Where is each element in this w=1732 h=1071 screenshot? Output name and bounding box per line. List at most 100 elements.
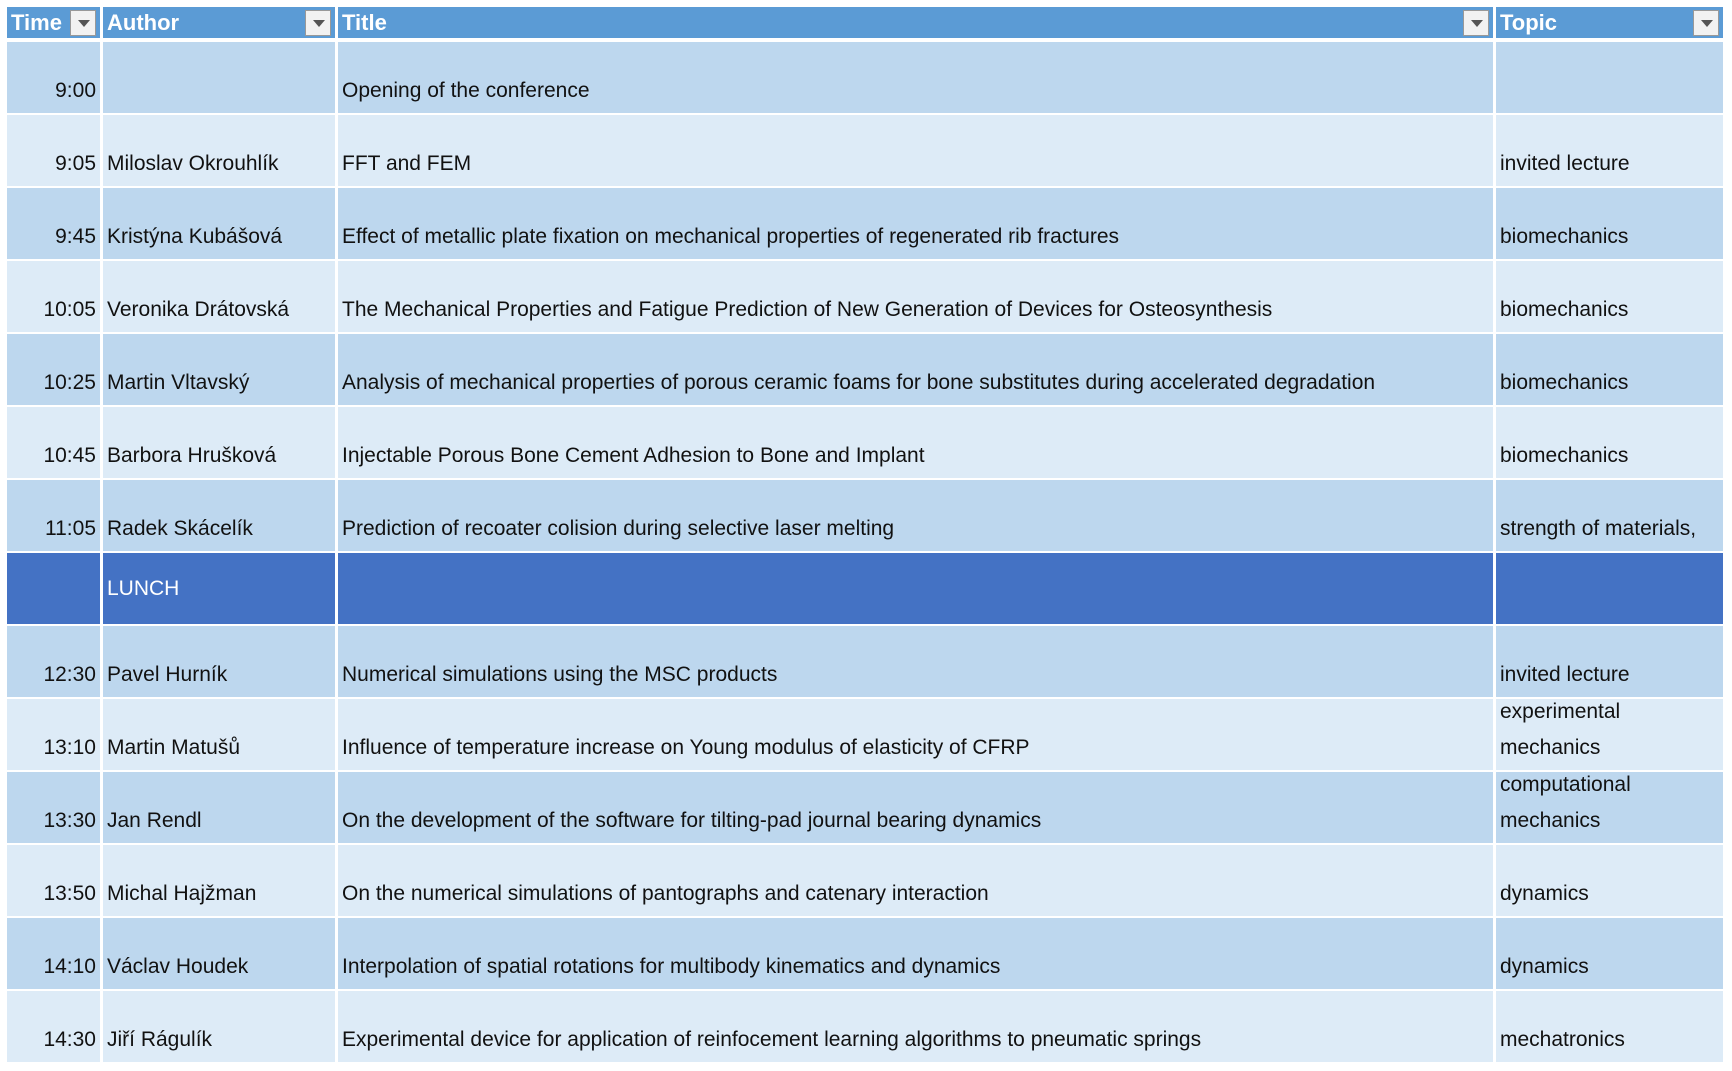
schedule-table: Time Author Title Topic 9:00 Opening of the c… bbox=[7, 7, 1726, 1064]
topic-cell: biomechanics bbox=[1496, 407, 1726, 480]
author-cell-text: LUNCH bbox=[107, 576, 180, 600]
topic-cell-text: biomechanics bbox=[1500, 225, 1629, 248]
column-header-text: Topic bbox=[1500, 9, 1558, 35]
title-cell-text: On the numerical simulations of pantogra… bbox=[342, 882, 989, 905]
title-cell-text: Analysis of mechanical properties of por… bbox=[342, 371, 1376, 394]
title-cell: Numerical simulations using the MSC prod… bbox=[338, 626, 1496, 699]
author-cell-text: Barbora Hrušková bbox=[107, 444, 277, 467]
title-cell-text: Prediction of recoater colision during s… bbox=[342, 517, 895, 540]
author-cell: Václav Houdek bbox=[103, 918, 338, 991]
time-cell-text: 14:30 bbox=[43, 1028, 96, 1051]
filter-button[interactable] bbox=[70, 9, 96, 36]
filter-button[interactable] bbox=[1693, 9, 1719, 36]
title-cell-text: FFT and FEM bbox=[342, 152, 472, 175]
topic-cell-text: invited lecture bbox=[1500, 663, 1630, 686]
topic-cell bbox=[1496, 553, 1726, 626]
topic-cell: mechatronics bbox=[1496, 991, 1726, 1064]
time-cell-text: 9:05 bbox=[55, 152, 96, 175]
title-cell: Influence of temperature increase on You… bbox=[338, 699, 1496, 772]
title-cell: Experimental device for application of r… bbox=[338, 991, 1496, 1064]
time-cell: 13:50 bbox=[7, 845, 103, 918]
topic-cell: invited lecture bbox=[1496, 115, 1726, 188]
author-cell bbox=[103, 42, 338, 115]
author-cell: Jiří Rágulík bbox=[103, 991, 338, 1064]
filter-button[interactable] bbox=[305, 9, 331, 36]
column-header: Author bbox=[103, 7, 338, 42]
time-cell-text: 14:10 bbox=[43, 955, 96, 978]
title-cell: Effect of metallic plate fixation on mec… bbox=[338, 188, 1496, 261]
column-header: Topic bbox=[1496, 7, 1726, 42]
title-cell-text: Influence of temperature increase on You… bbox=[342, 736, 1030, 759]
author-cell: Kristýna Kubášová bbox=[103, 188, 338, 261]
title-cell-text: The Mechanical Properties and Fatigue Pr… bbox=[342, 298, 1273, 321]
time-cell-text: 12:30 bbox=[43, 663, 96, 686]
title-cell: FFT and FEM bbox=[338, 115, 1496, 188]
column-header-text: Author bbox=[107, 9, 180, 35]
author-cell-text: Jan Rendl bbox=[107, 809, 202, 832]
time-cell-text: 9:45 bbox=[55, 225, 96, 248]
topic-cell: biomechanics bbox=[1496, 188, 1726, 261]
title-cell-text: Numerical simulations using the MSC prod… bbox=[342, 663, 778, 686]
time-cell-text: 10:45 bbox=[43, 444, 96, 467]
time-cell: 9:00 bbox=[7, 42, 103, 115]
topic-cell: biomechanics bbox=[1496, 334, 1726, 407]
time-cell-text: 13:50 bbox=[43, 882, 96, 905]
title-cell-text: Injectable Porous Bone Cement Adhesion t… bbox=[342, 444, 925, 467]
title-cell: Injectable Porous Bone Cement Adhesion t… bbox=[338, 407, 1496, 480]
column-header: Time bbox=[7, 7, 103, 42]
time-cell: 12:30 bbox=[7, 626, 103, 699]
author-cell: Miloslav Okrouhlík bbox=[103, 115, 338, 188]
author-cell-text: Kristýna Kubášová bbox=[107, 225, 283, 248]
topic-cell-text: invited lecture bbox=[1500, 152, 1630, 175]
author-cell-text: Radek Skácelík bbox=[107, 517, 253, 540]
topic-cell: experimental mechanics bbox=[1496, 699, 1726, 772]
title-cell: Interpolation of spatial rotations for m… bbox=[338, 918, 1496, 991]
filter-button[interactable] bbox=[1463, 9, 1489, 36]
time-cell-text: 9:00 bbox=[55, 79, 96, 102]
topic-cell-text: dynamics bbox=[1500, 955, 1589, 978]
title-cell: The Mechanical Properties and Fatigue Pr… bbox=[338, 261, 1496, 334]
topic-cell-text: strength of materials, bbox=[1500, 517, 1697, 540]
title-cell: Prediction of recoater colision during s… bbox=[338, 480, 1496, 553]
time-cell: 13:30 bbox=[7, 772, 103, 845]
author-cell-text: Pavel Hurník bbox=[107, 663, 228, 686]
topic-cell-text: mechatronics bbox=[1500, 1028, 1625, 1051]
title-cell-text: Experimental device for application of r… bbox=[342, 1028, 1202, 1051]
author-cell: Jan Rendl bbox=[103, 772, 338, 845]
author-cell: LUNCH bbox=[103, 553, 338, 626]
title-cell-text: Effect of metallic plate fixation on mec… bbox=[342, 225, 1120, 248]
title-cell-text: On the development of the software for t… bbox=[342, 809, 1042, 832]
author-cell: Pavel Hurník bbox=[103, 626, 338, 699]
author-cell: Martin Vltavský bbox=[103, 334, 338, 407]
time-cell: 9:05 bbox=[7, 115, 103, 188]
column-header: Title bbox=[338, 7, 1496, 42]
topic-cell: dynamics bbox=[1496, 918, 1726, 991]
topic-cell-text: biomechanics bbox=[1500, 298, 1629, 321]
time-cell: 10:05 bbox=[7, 261, 103, 334]
time-cell-text: 10:25 bbox=[43, 371, 96, 394]
topic-cell: biomechanics bbox=[1496, 261, 1726, 334]
topic-cell-text: computational mechanics bbox=[1500, 773, 1631, 832]
time-cell bbox=[7, 553, 103, 626]
time-cell: 10:25 bbox=[7, 334, 103, 407]
time-cell: 13:10 bbox=[7, 699, 103, 772]
topic-cell bbox=[1496, 42, 1726, 115]
author-cell: Barbora Hrušková bbox=[103, 407, 338, 480]
title-cell: Analysis of mechanical properties of por… bbox=[338, 334, 1496, 407]
author-cell: Veronika Drátovská bbox=[103, 261, 338, 334]
title-cell: On the development of the software for t… bbox=[338, 772, 1496, 845]
author-cell-text: Michal Hajžman bbox=[107, 882, 257, 905]
topic-cell-text: biomechanics bbox=[1500, 371, 1629, 394]
author-cell-text: Miloslav Okrouhlík bbox=[107, 152, 279, 175]
time-cell-text: 10:05 bbox=[43, 298, 96, 321]
author-cell-text: Veronika Drátovská bbox=[107, 298, 290, 321]
topic-cell: strength of materials, bbox=[1496, 480, 1726, 553]
time-cell: 14:10 bbox=[7, 918, 103, 991]
author-cell-text: Martin Vltavský bbox=[107, 371, 250, 394]
column-header-text: Time bbox=[11, 9, 62, 35]
time-cell: 14:30 bbox=[7, 991, 103, 1064]
title-cell-text: Opening of the conference bbox=[342, 79, 590, 102]
topic-cell-text: experimental mechanics bbox=[1500, 700, 1621, 759]
column-header-text: Title bbox=[342, 9, 387, 35]
